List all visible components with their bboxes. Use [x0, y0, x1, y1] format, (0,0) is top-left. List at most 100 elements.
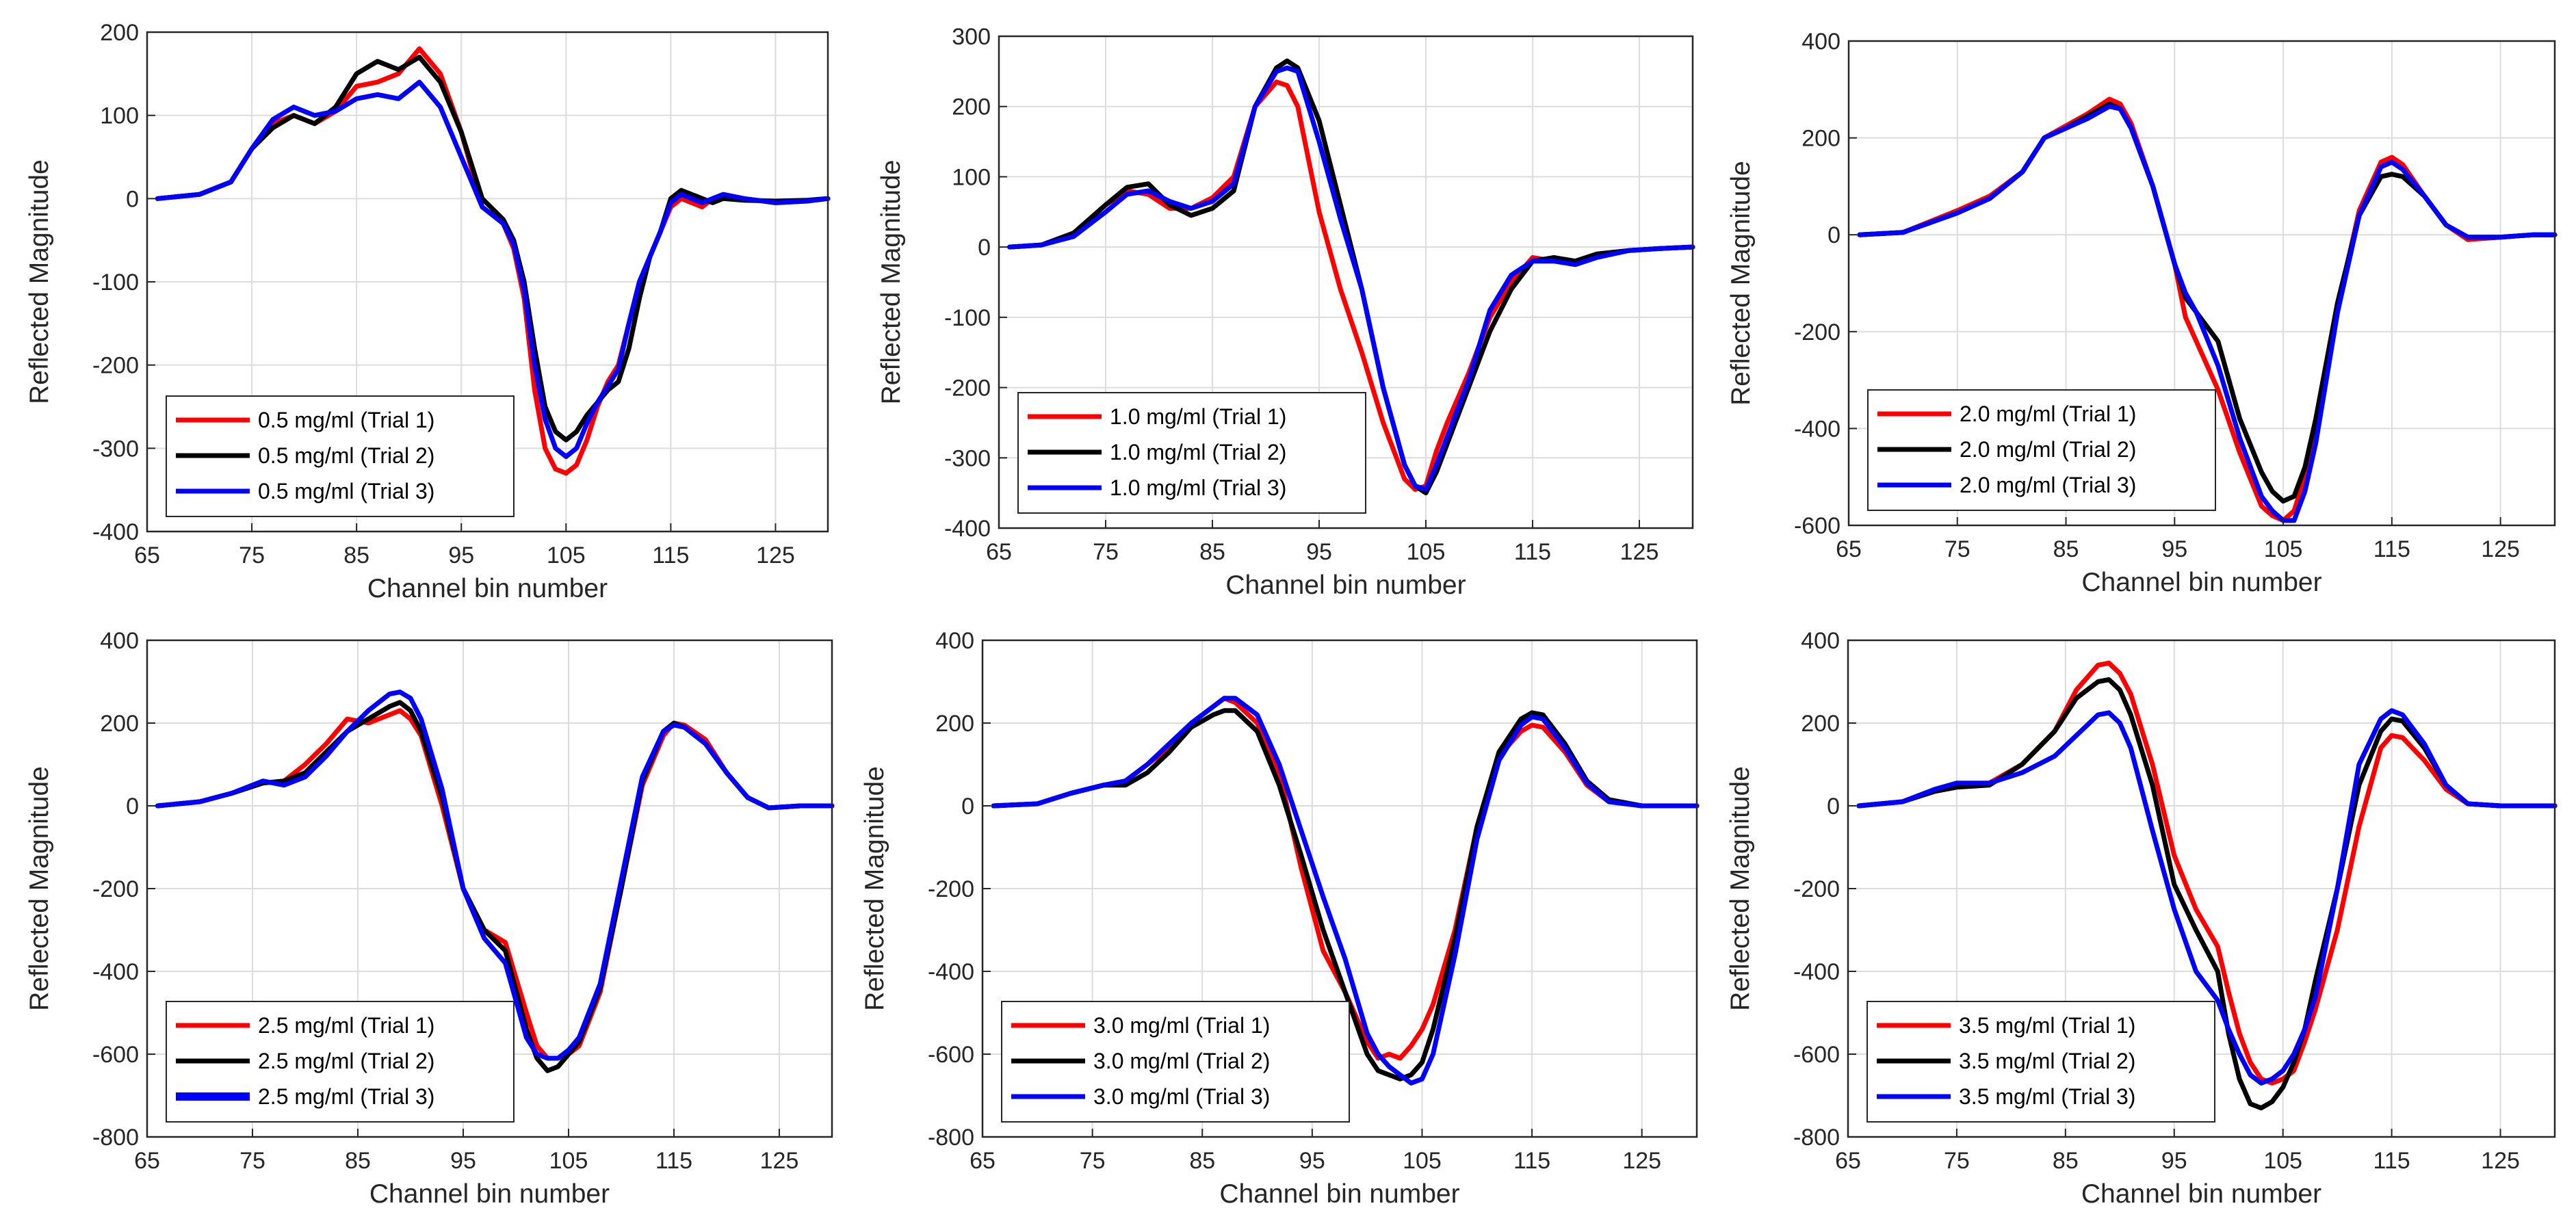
y-tick-label: -200: [92, 353, 139, 379]
legend-label-trial-2: 3.0 mg/ml (Trial 2): [1093, 1049, 1270, 1073]
x-tick-label: 115: [2373, 1148, 2410, 1174]
x-tick-label: 105: [1407, 539, 1446, 565]
x-tick-label: 95: [2161, 536, 2187, 562]
x-tick-label: 125: [1620, 539, 1659, 565]
y-tick-label: -600: [92, 1042, 139, 1068]
x-tick-label: 85: [1189, 1148, 1215, 1174]
y-tick-label: 0: [961, 794, 974, 820]
y-tick-label: -600: [1793, 1042, 1840, 1068]
x-tick-label: 115: [1514, 539, 1551, 565]
series-line-trial-3: [1007, 65, 1695, 492]
legend-label-trial-1: 0.5 mg/ml (Trial 1): [258, 408, 434, 432]
y-tick-label: -600: [928, 1042, 974, 1068]
series-line-trial-3: [991, 696, 1700, 1086]
y-tick-label: 0: [1827, 222, 1840, 248]
y-tick-label: -200: [928, 876, 974, 902]
y-tick-label: 0: [126, 186, 139, 212]
y-tick-label: 200: [935, 711, 974, 737]
y-tick-label: -400: [92, 519, 139, 545]
x-tick-label: 95: [448, 542, 474, 568]
x-axis-label: Channel bin number: [1225, 571, 1466, 600]
x-axis-label: Channel bin number: [2081, 1179, 2321, 1209]
x-tick-label: 115: [655, 1148, 692, 1174]
axes-box: [1847, 40, 2556, 527]
y-tick-label: 0: [1827, 794, 1840, 820]
x-axis-label: Channel bin number: [369, 1179, 610, 1209]
y-tick-label: 200: [100, 711, 139, 737]
x-tick-label: 125: [1622, 1148, 1661, 1174]
y-axis-label: Reflected Magnitude: [1726, 161, 1756, 406]
x-tick-label: 75: [239, 542, 265, 568]
series-line-trial-3: [155, 690, 835, 1061]
y-tick-label: -400: [944, 516, 991, 542]
legend-label-trial-1: 3.5 mg/ml (Trial 1): [1959, 1013, 2135, 1038]
x-tick-label: 75: [239, 1148, 265, 1174]
y-tick-label: 100: [100, 103, 139, 129]
legend-label-trial-1: 3.0 mg/ml (Trial 1): [1093, 1013, 1270, 1038]
legend: 2.5 mg/ml (Trial 1) 2.5 mg/ml (Trial 2) 2.…: [166, 1001, 515, 1123]
legend-label-trial-2: 0.5 mg/ml (Trial 2): [258, 443, 434, 468]
y-axis-label: Reflected Magnitude: [1726, 766, 1755, 1011]
x-tick-label: 125: [760, 1148, 799, 1174]
y-tick-label: -400: [1794, 416, 1840, 442]
legend-label-trial-3: 1.0 mg/ml (Trial 3): [1110, 475, 1286, 500]
legend: 0.5 mg/ml (Trial 1) 0.5 mg/ml (Trial 2) 0.…: [166, 395, 515, 517]
x-tick-label: 105: [547, 542, 586, 568]
y-tick-label: -200: [1794, 319, 1840, 345]
x-tick-label: 65: [1836, 536, 1862, 562]
y-tick-label: -400: [1793, 959, 1840, 985]
y-axis-label: Reflected Magnitude: [876, 160, 906, 405]
x-tick-label: 95: [1306, 539, 1332, 565]
x-tick-label: 85: [2053, 1148, 2079, 1174]
x-tick-label: 115: [1513, 1148, 1550, 1174]
y-tick-label: -300: [92, 436, 139, 462]
y-tick-label: 0: [978, 235, 991, 261]
series-line-trial-3: [155, 79, 831, 459]
y-tick-label: -400: [928, 959, 974, 985]
legend-label-trial-3: 0.5 mg/ml (Trial 3): [258, 479, 434, 503]
y-tick-label: 200: [1801, 126, 1840, 152]
legend-label-trial-2: 3.5 mg/ml (Trial 2): [1959, 1049, 2135, 1073]
y-axis-label: Reflected Magnitude: [25, 159, 54, 404]
x-tick-label: 75: [1944, 536, 1970, 562]
legend: 2.0 mg/ml (Trial 1) 2.0 mg/ml (Trial 2) 2.…: [1867, 389, 2216, 511]
chart-panel-4: 65 75 85 95 105 115 125 -800 -600 -400 -200 0 200 400…: [25, 628, 835, 1209]
x-tick-label: 125: [2481, 536, 2520, 562]
y-tick-label: -200: [1793, 876, 1840, 902]
legend-box: [166, 395, 515, 517]
x-tick-label: 115: [2373, 536, 2410, 562]
x-tick-label: 125: [756, 542, 795, 568]
y-tick-label: -800: [92, 1125, 139, 1151]
x-tick-label: 105: [2263, 1148, 2302, 1174]
legend-label-trial-3: 3.0 mg/ml (Trial 3): [1093, 1084, 1270, 1109]
legend-label-trial-3: 2.5 mg/ml (Trial 3): [258, 1084, 434, 1109]
x-tick-label: 105: [549, 1148, 588, 1174]
x-tick-label: 105: [1403, 1148, 1442, 1174]
y-tick-label: -600: [1794, 513, 1840, 539]
x-tick-label: 65: [134, 542, 160, 568]
y-tick-label: -300: [944, 445, 991, 471]
x-tick-label: 95: [1299, 1148, 1325, 1174]
x-axis-label: Channel bin number: [2081, 568, 2321, 597]
x-tick-label: 65: [1835, 1148, 1861, 1174]
y-tick-label: -400: [92, 959, 139, 985]
x-axis-label: Channel bin number: [1219, 1179, 1459, 1209]
x-tick-label: 105: [2264, 536, 2303, 562]
legend-label-trial-3: 2.0 mg/ml (Trial 3): [1960, 473, 2136, 497]
y-tick-label: -800: [1793, 1125, 1840, 1151]
y-tick-label: 200: [952, 94, 991, 120]
legend-label-trial-2: 1.0 mg/ml (Trial 2): [1110, 440, 1286, 464]
x-tick-label: 115: [652, 542, 689, 568]
y-tick-label: -200: [944, 376, 991, 402]
x-tick-label: 65: [970, 1148, 996, 1174]
x-tick-label: 65: [134, 1148, 160, 1174]
chart-panel-3: 65 75 85 95 105 115 125 -600 -400 -200 0 200 400 Chan…: [1726, 29, 2558, 597]
x-tick-label: 85: [345, 1148, 371, 1174]
y-tick-label: -800: [928, 1125, 974, 1151]
y-tick-label: 200: [100, 20, 139, 46]
legend: 3.5 mg/ml (Trial 1) 3.5 mg/ml (Trial 2) 3.…: [1866, 1001, 2215, 1123]
series-line-trial-2: [991, 708, 1700, 1082]
legend-label-trial-3: 3.5 mg/ml (Trial 3): [1959, 1084, 2135, 1109]
x-tick-label: 75: [1093, 539, 1119, 565]
